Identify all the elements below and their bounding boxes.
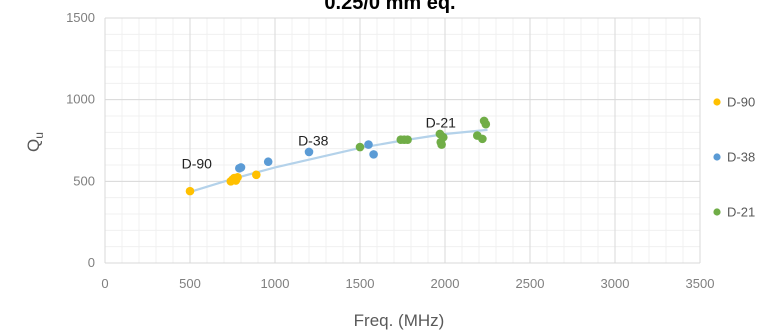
data-point-d-21 bbox=[437, 140, 446, 149]
series-annotation: D-90 bbox=[182, 155, 213, 171]
plot-grid bbox=[104, 17, 701, 264]
data-point-d-21 bbox=[403, 135, 412, 144]
data-point-d-21 bbox=[478, 134, 487, 144]
y-axis-ticks: 0 500 1000 1500 bbox=[66, 10, 95, 270]
series-annotation: D-38 bbox=[298, 132, 329, 148]
series-annotation: D-21 bbox=[426, 114, 457, 130]
x-tick-label: 500 bbox=[179, 276, 201, 291]
data-point-d-90 bbox=[233, 172, 242, 182]
data-point-d-38 bbox=[236, 163, 246, 172]
data-point-d-90 bbox=[251, 170, 261, 180]
chart-title: 0.25/0 mm eq. bbox=[324, 0, 455, 14]
y-tick-label: 1000 bbox=[66, 92, 95, 107]
legend-label: D-21 bbox=[727, 205, 755, 220]
x-tick-label: 3500 bbox=[686, 276, 715, 291]
legend-label: D-38 bbox=[727, 150, 755, 165]
data-point-d-90 bbox=[185, 186, 195, 196]
data-point-d-21 bbox=[439, 132, 448, 142]
data-point-d-21 bbox=[355, 142, 365, 152]
legend-label: D-90 bbox=[727, 95, 755, 110]
x-tick-label: 1000 bbox=[261, 276, 290, 291]
legend-marker-d-21 bbox=[713, 208, 721, 216]
legend: D-90 D-38 D-21 bbox=[713, 95, 755, 220]
x-tick-label: 2000 bbox=[431, 276, 460, 291]
y-axis-title: Qu bbox=[24, 132, 46, 152]
series-annotations: D-90 D-38 D-21 bbox=[182, 114, 457, 171]
data-point-d-38 bbox=[304, 147, 314, 157]
x-tick-label: 3000 bbox=[601, 276, 630, 291]
x-tick-label: 1500 bbox=[346, 276, 375, 291]
data-points bbox=[185, 116, 491, 196]
y-tick-label: 1500 bbox=[66, 10, 95, 25]
x-axis-ticks: 0 500 1000 1500 2000 2500 3000 3500 bbox=[101, 276, 714, 291]
x-tick-label: 0 bbox=[101, 276, 108, 291]
data-point-d-38 bbox=[263, 157, 273, 167]
x-tick-label: 2500 bbox=[516, 276, 545, 291]
legend-marker-d-90 bbox=[713, 98, 721, 106]
legend-marker-d-38 bbox=[713, 153, 721, 161]
x-axis-title: Freq. (MHz) bbox=[354, 311, 445, 330]
y-tick-label: 500 bbox=[73, 173, 95, 188]
y-tick-label: 0 bbox=[88, 255, 95, 270]
data-point-d-21 bbox=[481, 119, 491, 129]
data-point-d-38 bbox=[369, 150, 378, 159]
data-point-d-38 bbox=[364, 140, 373, 149]
